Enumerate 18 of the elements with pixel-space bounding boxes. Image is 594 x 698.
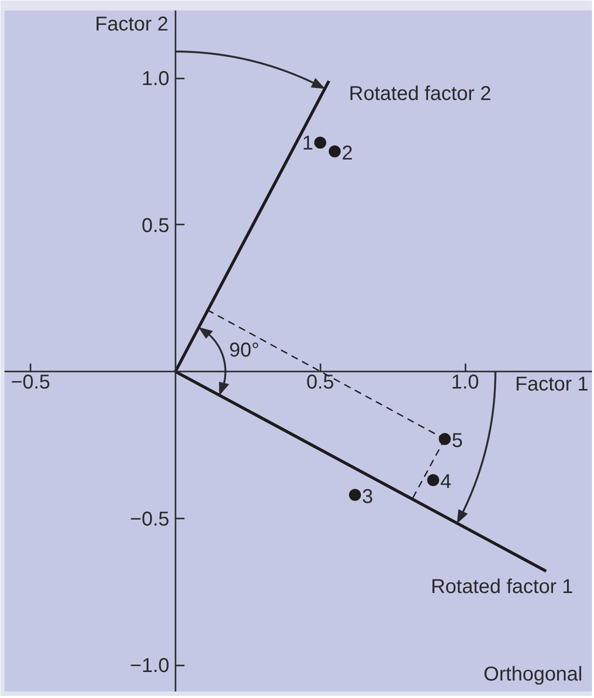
annotation: 2 xyxy=(342,142,353,164)
series-label: Rotated factor 2 xyxy=(348,82,492,105)
annotation: 90° xyxy=(229,340,260,362)
y-tick-label: 1.0 xyxy=(142,68,170,90)
y-tick-label: −1.0 xyxy=(130,655,170,678)
y-tick-label: −0.5 xyxy=(130,508,170,530)
annotation: 3 xyxy=(362,486,374,508)
series-label: Rotated factor 1 xyxy=(430,576,574,598)
x-tick-label: 1.0 xyxy=(451,372,479,394)
annotation: Orthogonal xyxy=(484,664,583,686)
x-tick-label: −0.5 xyxy=(10,372,50,394)
y-axis-title: Factor 2 xyxy=(95,14,168,36)
annotation: 1 xyxy=(302,132,314,155)
annotation: 4 xyxy=(440,471,452,494)
x-tick-label: 0.5 xyxy=(306,372,334,394)
annotation: 5 xyxy=(452,430,463,452)
y-tick-label: 0.5 xyxy=(142,214,170,237)
x-axis-title: Factor 1 xyxy=(515,374,588,396)
